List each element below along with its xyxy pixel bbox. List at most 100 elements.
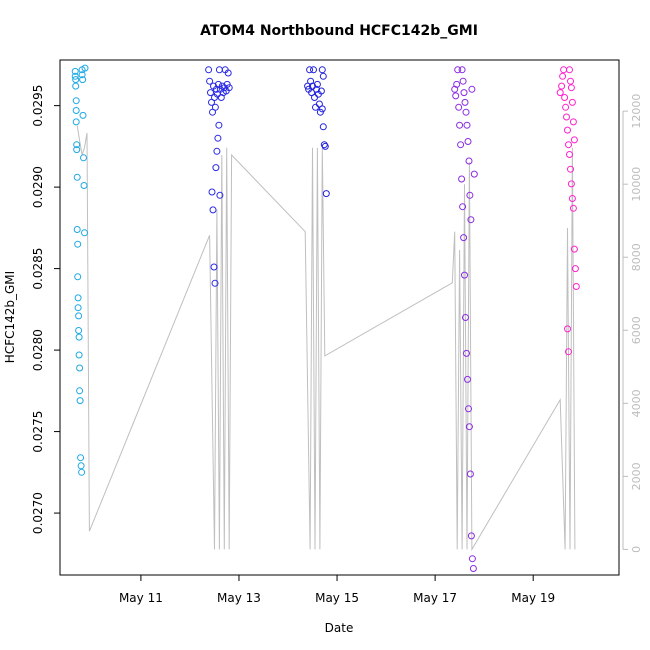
data-point: [560, 66, 568, 74]
plot-frame: [59, 59, 620, 576]
data-point: [72, 118, 80, 126]
x-axis-label: Date: [325, 621, 354, 635]
data-point: [208, 98, 215, 106]
data-point: [558, 82, 566, 90]
data-point: [468, 85, 476, 93]
series-flight-5: [556, 66, 580, 356]
data-point: [79, 76, 87, 84]
data-point: [73, 141, 81, 149]
y-tick-label: 0.0280: [31, 329, 45, 371]
y-axis-label: HCFC142b_GMI: [3, 271, 17, 363]
data-point: [455, 103, 463, 111]
series-flight-2: [205, 66, 233, 287]
altitude-line: [76, 125, 576, 552]
data-point: [459, 77, 467, 85]
data-point: [75, 333, 83, 341]
data-point: [463, 349, 470, 357]
data-point: [569, 118, 577, 126]
data-point: [321, 142, 329, 150]
data-point: [469, 565, 477, 572]
data-point: [78, 71, 86, 79]
data-point: [467, 532, 475, 540]
data-point: [464, 375, 471, 383]
data-point: [71, 67, 79, 75]
data-point: [73, 146, 81, 154]
data-point: [461, 98, 469, 106]
data-point: [564, 126, 571, 134]
data-point: [466, 191, 474, 199]
y2-tick-label: 12000: [630, 94, 643, 129]
data-point: [567, 165, 574, 173]
data-point: [72, 107, 80, 114]
data-point: [80, 182, 88, 189]
data-point: [81, 64, 89, 72]
data-point: [465, 423, 473, 431]
data-point: [465, 157, 473, 165]
scatter-points-layer: [71, 64, 580, 572]
data-point: [567, 84, 575, 92]
data-point: [310, 66, 317, 74]
data-point: [75, 351, 83, 359]
data-point: [464, 138, 472, 145]
data-point: [462, 314, 469, 321]
data-point: [570, 245, 578, 253]
y2-tick-label: 10000: [630, 167, 643, 202]
data-point: [566, 66, 573, 74]
data-point: [565, 141, 572, 149]
data-point: [306, 66, 314, 74]
data-point: [313, 80, 321, 88]
data-point: [206, 77, 214, 85]
y2-tick-label: 8000: [630, 243, 643, 271]
y-tick-label: 0.0270: [31, 492, 45, 534]
data-point: [318, 105, 326, 113]
x-axis: May 11 May 13 May 15 May 17 May 19: [119, 575, 555, 605]
series-flight-1: [71, 64, 89, 476]
y2-tick-label: 6000: [630, 316, 643, 344]
data-point: [72, 82, 80, 90]
series-flight-3: [304, 66, 330, 198]
data-point: [74, 304, 82, 312]
data-point: [213, 147, 221, 155]
data-point: [568, 98, 576, 106]
data-point: [466, 470, 474, 478]
data-point: [218, 82, 226, 90]
data-point: [566, 151, 573, 158]
data-point: [470, 170, 478, 178]
data-point: [320, 141, 328, 149]
data-point: [562, 103, 570, 111]
data-point: [458, 66, 466, 74]
y2-tick-label: 0: [630, 546, 643, 553]
data-point: [318, 66, 326, 74]
data-point: [208, 188, 216, 196]
data-point: [567, 77, 574, 85]
data-point: [76, 387, 84, 395]
data-point: [73, 226, 81, 233]
data-point: [462, 108, 470, 116]
data-point: [312, 103, 319, 111]
y-tick-label: 0.0275: [31, 411, 45, 453]
data-point: [460, 234, 468, 242]
data-point: [458, 175, 466, 183]
data-point: [78, 468, 86, 476]
data-point: [74, 273, 82, 281]
data-point: [461, 271, 468, 279]
data-point: [79, 111, 87, 119]
data-point: [76, 397, 84, 405]
data-point: [77, 454, 85, 462]
data-point: [80, 154, 87, 162]
x-tick-label: May 13: [217, 591, 261, 605]
data-point: [460, 89, 468, 97]
data-point: [317, 87, 325, 95]
data-point: [214, 134, 222, 142]
y-tick-label: 0.0295: [31, 85, 45, 127]
data-point: [568, 195, 576, 202]
data-point: [463, 121, 471, 129]
data-point: [210, 263, 218, 271]
data-point: [215, 121, 223, 129]
data-point: [563, 113, 570, 121]
data-point: [565, 348, 572, 356]
data-point: [209, 206, 217, 214]
data-point: [453, 80, 461, 88]
y-axis-right: 0 2000 4000 6000 8000 10000 12000: [622, 94, 643, 553]
